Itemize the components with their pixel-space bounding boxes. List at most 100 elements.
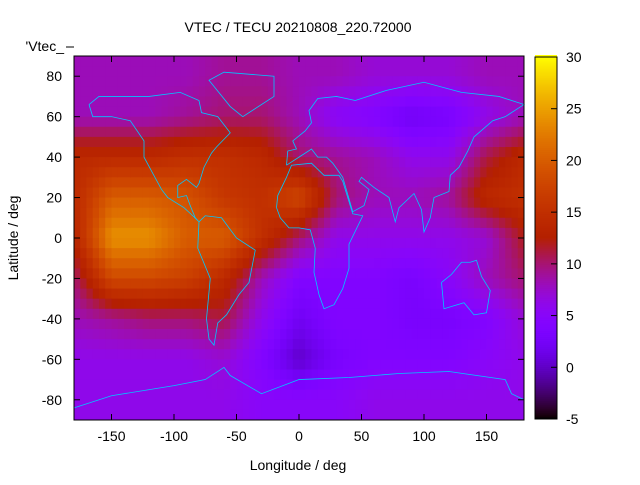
heatmap-cell xyxy=(224,258,231,269)
heatmap-cell xyxy=(305,116,312,128)
heatmap-cell xyxy=(167,96,175,108)
heatmap-cell xyxy=(417,238,425,249)
heatmap-cell xyxy=(424,106,431,118)
colorbar-segment xyxy=(535,83,557,86)
heatmap-cell xyxy=(142,318,150,330)
heatmap-cell xyxy=(74,76,81,87)
heatmap-cell xyxy=(242,177,250,188)
heatmap-cell xyxy=(461,288,469,300)
heatmap-cell xyxy=(117,278,125,290)
heatmap-cell xyxy=(74,278,81,290)
colorbar-segment xyxy=(535,388,557,392)
heatmap-cell xyxy=(86,379,94,391)
heatmap-cell xyxy=(449,217,456,229)
heatmap-cell xyxy=(199,389,206,401)
heatmap-cell xyxy=(486,56,494,67)
heatmap-cell xyxy=(161,238,169,249)
heatmap-cell xyxy=(311,359,319,370)
heatmap-cell xyxy=(236,157,244,168)
heatmap-cell xyxy=(411,238,419,249)
heatmap-cell xyxy=(330,288,337,300)
heatmap-cell xyxy=(211,329,219,340)
heatmap-cell xyxy=(505,268,512,279)
heatmap-cell xyxy=(499,207,506,219)
heatmap-cell xyxy=(411,126,419,138)
heatmap-cell xyxy=(424,177,431,188)
heatmap-cell xyxy=(211,197,219,209)
heatmap-cell xyxy=(361,167,369,178)
colorbar-segment xyxy=(535,105,557,108)
heatmap-cell xyxy=(442,278,450,290)
heatmap-cell xyxy=(242,389,250,401)
heatmap-cell xyxy=(286,126,294,138)
heatmap-cell xyxy=(242,318,250,330)
heatmap-cell xyxy=(286,359,294,370)
heatmap-cell xyxy=(380,56,387,67)
heatmap-cell xyxy=(111,238,119,249)
heatmap-cell xyxy=(442,248,450,259)
heatmap-cell xyxy=(217,227,225,239)
heatmap-cell xyxy=(142,369,150,381)
colorbar-segment xyxy=(535,288,557,291)
heatmap-cell xyxy=(342,116,350,128)
heatmap-cell xyxy=(330,248,337,259)
heatmap-cell xyxy=(311,409,319,421)
heatmap-cell xyxy=(124,329,131,340)
heatmap-cell xyxy=(336,339,344,350)
heatmap-cell xyxy=(317,238,325,249)
heatmap-cell xyxy=(405,126,412,138)
heatmap-cell xyxy=(511,116,519,128)
heatmap-cell xyxy=(324,207,331,219)
heatmap-cell xyxy=(511,298,519,310)
heatmap-cell xyxy=(392,359,400,370)
heatmap-cell xyxy=(161,359,169,370)
heatmap-cell xyxy=(111,96,119,108)
heatmap-cell xyxy=(292,76,300,87)
heatmap-cell xyxy=(505,86,512,97)
heatmap-cell xyxy=(480,288,487,300)
colorbar-tick-label: 10 xyxy=(566,256,582,272)
heatmap-cell xyxy=(192,349,200,360)
heatmap-cell xyxy=(517,66,525,77)
heatmap-cell xyxy=(224,106,231,118)
y-tick-label: 0 xyxy=(54,230,62,246)
heatmap-cell xyxy=(149,126,156,138)
heatmap-cell xyxy=(92,136,100,148)
colorbar-segment xyxy=(535,151,557,155)
heatmap-cell xyxy=(380,379,387,391)
heatmap-cell xyxy=(186,339,194,350)
heatmap-cell xyxy=(374,227,381,239)
colorbar-segment xyxy=(535,203,557,207)
heatmap-cell xyxy=(199,329,206,340)
heatmap-cell xyxy=(224,238,231,249)
heatmap-cell xyxy=(511,187,519,199)
heatmap-cell xyxy=(167,298,175,310)
heatmap-cell xyxy=(274,329,281,340)
heatmap-cell xyxy=(355,167,362,178)
heatmap-cell xyxy=(399,217,406,229)
colorbar-segment xyxy=(535,219,557,223)
heatmap-cell xyxy=(486,349,494,360)
heatmap-cell xyxy=(449,66,456,77)
heatmap-cell xyxy=(361,147,369,158)
heatmap-cell xyxy=(449,116,456,128)
heatmap-cell xyxy=(374,389,381,401)
heatmap-cell xyxy=(255,238,262,249)
heatmap-cell xyxy=(224,197,231,209)
heatmap-cell xyxy=(230,379,237,391)
coastline xyxy=(286,81,525,234)
heatmap-cell xyxy=(330,167,337,178)
heatmap-cell xyxy=(424,147,431,158)
heatmap-cell xyxy=(261,217,269,229)
heatmap-cell xyxy=(186,399,194,411)
heatmap-cell xyxy=(499,339,506,350)
heatmap-cell xyxy=(467,157,475,168)
heatmap-cell xyxy=(492,207,500,219)
heatmap-cell xyxy=(149,76,156,87)
heatmap-cell xyxy=(299,136,306,148)
heatmap-cell xyxy=(174,399,181,411)
heatmap-cell xyxy=(442,359,450,370)
heatmap-cell xyxy=(124,298,131,310)
heatmap-cell xyxy=(424,288,431,300)
heatmap-cell xyxy=(86,399,94,411)
